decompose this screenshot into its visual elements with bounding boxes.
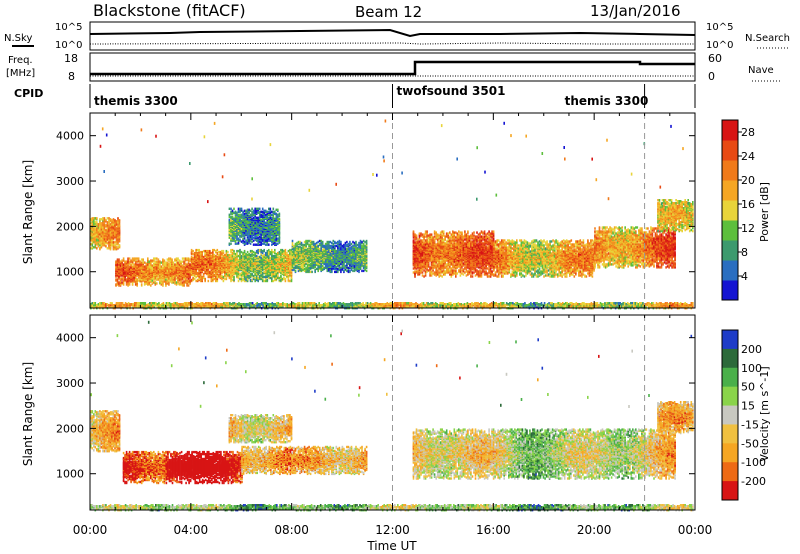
- colorbar-swatch: [722, 424, 738, 443]
- freq-label: Freq.: [8, 55, 33, 66]
- colorbar-swatch: [722, 260, 738, 281]
- y-tick-label: 2000: [56, 220, 84, 233]
- colorbar-swatch: [722, 406, 738, 425]
- freq-panel: Freq. [MHz] 18 8 60 0 Nave: [6, 52, 782, 83]
- velocity-colorbar-label: Velocity [m s^-1]: [758, 366, 771, 461]
- velocity-heatmap: 1000 2000 3000 4000: [56, 315, 695, 511]
- colorbar-tick: 24: [741, 150, 755, 163]
- noise-tick-high-right: 10^5: [706, 22, 733, 33]
- colorbar-tick: 28: [741, 126, 755, 139]
- nave-tick-low: 0: [708, 70, 715, 83]
- y-tick-label: 4000: [56, 332, 84, 345]
- colorbar-tick: -15: [741, 418, 759, 431]
- x-tick-label: 20:00: [577, 523, 612, 537]
- colorbar-tick: 50: [741, 381, 755, 394]
- y-tick-label: 3000: [56, 377, 84, 390]
- power-ylabel: Slant Range [km]: [21, 160, 35, 264]
- colorbar-tick: 200: [741, 343, 762, 356]
- nsky-label: N.Sky: [4, 33, 32, 44]
- nave-tick-high: 60: [708, 52, 722, 65]
- nsearch-label: N.Search: [745, 33, 790, 44]
- x-tick-label: 04:00: [174, 523, 209, 537]
- colorbar-tick: 8: [741, 246, 748, 259]
- colorbar-tick: 12: [741, 222, 755, 235]
- date-title: 13/Jan/2016: [590, 2, 681, 20]
- colorbar-swatch: [722, 462, 738, 481]
- station-title: Blackstone (fitACF): [93, 1, 246, 20]
- y-tick-label: 1000: [56, 468, 84, 481]
- colorbar-swatch: [722, 220, 738, 241]
- colorbar-swatch: [722, 443, 738, 462]
- velocity-ylabel: Slant Range [km]: [21, 362, 35, 466]
- y-tick-label: 2000: [56, 422, 84, 435]
- cpid-panel: CPID themis 3300 twofsound 3501 themis 330…: [14, 84, 695, 108]
- colorbar-swatch: [722, 180, 738, 201]
- colorbar-swatch: [722, 481, 738, 500]
- x-tick-label: 00:00: [678, 523, 713, 537]
- cpid-label: CPID: [14, 87, 43, 100]
- colorbar-swatch: [722, 120, 738, 141]
- cpid-segment: themis 3300: [94, 94, 178, 108]
- colorbar-swatch: [722, 387, 738, 406]
- noise-panel: N.Sky 10^5 10^0 10^5 10^0 N.Search: [4, 22, 790, 51]
- colorbar-swatch: [722, 240, 738, 261]
- noise-tick-high: 10^5: [55, 22, 82, 33]
- colorbar-swatch: [722, 330, 738, 349]
- power-heatmap: 1000 2000 3000 4000: [56, 113, 695, 309]
- noise-tick-low: 10^0: [55, 40, 82, 51]
- xlabel: Time UT: [366, 539, 417, 553]
- nave-label: Nave: [748, 65, 774, 76]
- colorbar-swatch: [722, 349, 738, 368]
- noise-tick-low-right: 10^0: [706, 40, 733, 51]
- x-tick-label: 16:00: [476, 523, 511, 537]
- cpid-segment: themis 3300: [565, 94, 649, 108]
- colorbar-tick: -200: [741, 475, 766, 488]
- freq-unit-label: [MHz]: [6, 68, 35, 79]
- freq-tick-high: 18: [64, 52, 78, 65]
- power-colorbar-label: Power [dB]: [758, 182, 771, 242]
- colorbar-tick: 16: [741, 198, 755, 211]
- y-tick-label: 3000: [56, 175, 84, 188]
- colorbar-swatch: [722, 280, 738, 301]
- x-tick-label: 08:00: [274, 523, 309, 537]
- x-tick-label: 12:00: [375, 523, 410, 537]
- beam-title: Beam 12: [355, 3, 422, 21]
- colorbar-tick: 15: [741, 400, 755, 413]
- x-tick-label: 00:00: [73, 523, 108, 537]
- colorbar-swatch: [722, 140, 738, 161]
- colorbar-tick: 20: [741, 174, 755, 187]
- y-tick-label: 4000: [56, 130, 84, 143]
- colorbar-tick: 4: [741, 270, 748, 283]
- colorbar-swatch: [722, 200, 738, 221]
- colorbar-tick: 100: [741, 362, 762, 375]
- cpid-segment: twofsound 3501: [397, 84, 506, 98]
- colorbar-swatch: [722, 160, 738, 181]
- colorbar-tick: -100: [741, 456, 766, 469]
- colorbar-swatch: [722, 368, 738, 387]
- colorbar-tick: -50: [741, 437, 759, 450]
- y-tick-label: 1000: [56, 266, 84, 279]
- freq-tick-low: 8: [68, 70, 75, 83]
